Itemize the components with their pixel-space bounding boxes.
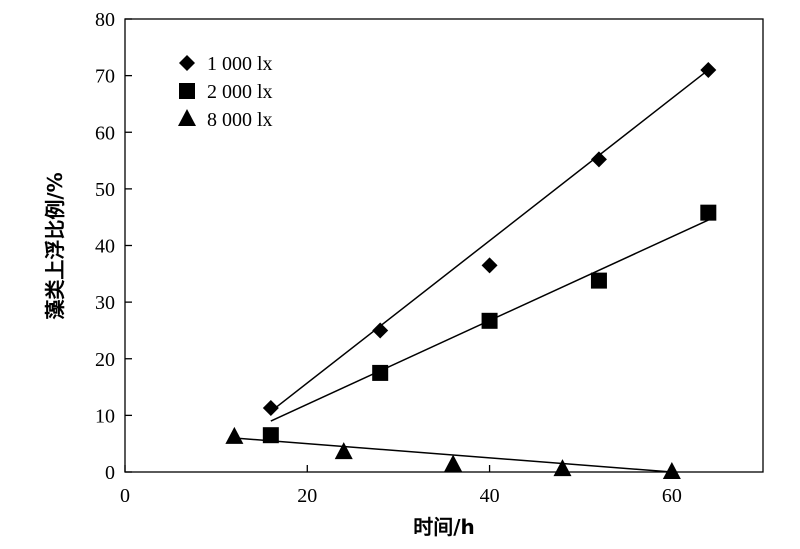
y-tick-label: 40 [95,236,115,258]
y-tick-label: 70 [95,66,115,88]
data-point-square [700,204,717,221]
y-tick-label: 0 [105,462,115,484]
legend-marker-triangle [178,109,196,126]
data-point-square [372,364,389,381]
legend: 1 000 lx 2 000 lx 8 000 lx [178,53,273,131]
data-point-square [262,427,279,444]
data-point-diamond [481,257,498,274]
data-point-diamond [262,400,279,417]
legend-label: 2 000 lx [207,81,273,103]
x-tick-label: 40 [480,485,500,507]
x-tick-label: 60 [662,485,682,507]
data-point-square [590,272,607,289]
data-point-diamond [590,151,607,168]
data-point-triangle [334,442,353,460]
x-axis-title: 时间/h [413,515,475,539]
y-tick-label: 50 [95,179,115,201]
data-point-diamond [372,322,389,339]
x-tick-label: 0 [120,485,130,507]
fit-lines [234,69,709,473]
data-point-square [481,312,498,329]
y-tick-label: 30 [95,292,115,314]
data-point-triangle [662,462,681,479]
y-tick-label: 20 [95,349,115,371]
legend-label: 1 000 lx [207,53,273,75]
data-point-triangle [225,426,244,444]
data-point-triangle [553,459,572,477]
data-point-diamond [700,61,717,78]
x-tick-label: 20 [297,485,317,507]
data-points [225,61,717,479]
y-tick-label: 60 [95,122,115,144]
axis-ticks: 0 20 40 60 0 10 20 30 40 50 60 70 80 [95,9,682,507]
y-tick-label: 10 [95,405,115,427]
data-point-triangle [444,454,463,472]
y-axis-title: 藻类上浮比例/% [43,172,67,319]
legend-label: 8 000 lx [207,109,273,131]
legend-marker-diamond [179,55,195,71]
y-tick-label: 80 [95,9,115,31]
fit-line [270,69,709,413]
legend-marker-square [179,83,195,99]
